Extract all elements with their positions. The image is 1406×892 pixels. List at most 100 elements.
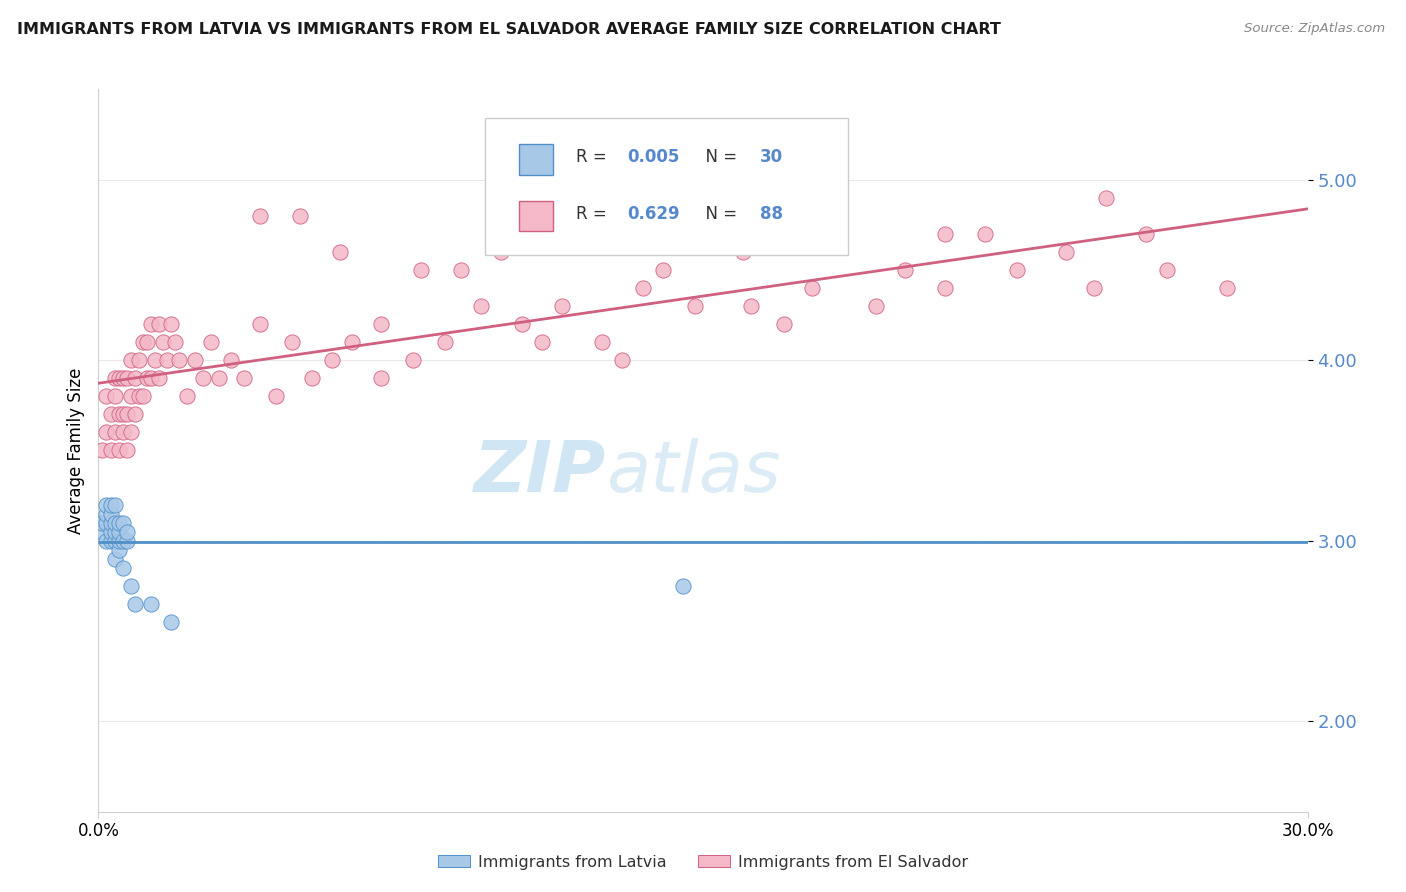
Point [139, 597, 162, 611]
Point [132, 334, 155, 349]
Bar [519, 201, 553, 231]
Point [103, 425, 125, 440]
Point [281, 334, 304, 349]
Point [124, 407, 146, 421]
Point [152, 334, 174, 349]
Point [100, 498, 122, 512]
Point [1083, 281, 1105, 295]
Point [1156, 262, 1178, 277]
Point [107, 542, 129, 557]
Point [107, 407, 129, 421]
Point [96, 498, 118, 512]
Point [733, 244, 755, 259]
Point [135, 371, 157, 385]
Point [107, 516, 129, 530]
Point [96, 507, 118, 521]
Point [208, 371, 231, 385]
Text: 0.629: 0.629 [627, 205, 679, 223]
Point [329, 244, 352, 259]
Point [111, 516, 134, 530]
Point [91, 516, 114, 530]
Point [103, 551, 125, 566]
Point [96, 516, 118, 530]
Point [103, 389, 125, 403]
Point [591, 334, 613, 349]
Point [249, 317, 271, 331]
Point [530, 334, 553, 349]
Point [96, 533, 118, 548]
Text: IMMIGRANTS FROM LATVIA VS IMMIGRANTS FROM EL SALVADOR AVERAGE FAMILY SIZE CORREL: IMMIGRANTS FROM LATVIA VS IMMIGRANTS FRO… [17, 22, 1001, 37]
Point [103, 533, 125, 548]
Text: N =: N = [695, 205, 742, 223]
Point [103, 371, 125, 385]
Text: 0.005: 0.005 [627, 148, 679, 167]
Text: 88: 88 [759, 205, 783, 223]
Point [160, 317, 183, 331]
Point [470, 299, 492, 313]
Point [120, 425, 142, 440]
Point [115, 371, 138, 385]
Point [160, 615, 183, 629]
Point [91, 524, 114, 539]
Point [1007, 262, 1029, 277]
Point [200, 334, 222, 349]
Text: 30: 30 [759, 148, 783, 167]
Point [132, 389, 155, 403]
Point [143, 353, 166, 368]
Point [120, 389, 142, 403]
Point [103, 524, 125, 539]
Point [631, 281, 654, 295]
Point [100, 516, 122, 530]
Point [91, 443, 114, 458]
Point [103, 498, 125, 512]
Point [865, 299, 887, 313]
Point [148, 371, 170, 385]
Point [111, 561, 134, 575]
Point [120, 579, 142, 593]
Point [1095, 190, 1118, 204]
Text: R =: R = [576, 205, 612, 223]
Point [111, 371, 134, 385]
Point [139, 371, 162, 385]
FancyBboxPatch shape [485, 118, 848, 255]
Point [893, 262, 915, 277]
Point [148, 317, 170, 331]
Y-axis label: Average Family Size: Average Family Size [66, 368, 84, 533]
Point [107, 371, 129, 385]
Point [100, 443, 122, 458]
Point [740, 299, 762, 313]
Point [813, 227, 835, 241]
Point [683, 299, 706, 313]
Legend: Immigrants from Latvia, Immigrants from El Salvador: Immigrants from Latvia, Immigrants from … [432, 848, 974, 876]
Point [124, 371, 146, 385]
Point [221, 353, 243, 368]
Point [370, 371, 392, 385]
Point [510, 317, 533, 331]
Point [1216, 281, 1239, 295]
Text: atlas: atlas [606, 438, 780, 507]
Point [115, 533, 138, 548]
Point [934, 281, 956, 295]
Point [232, 371, 254, 385]
Point [800, 281, 823, 295]
Point [249, 209, 271, 223]
Point [772, 317, 794, 331]
Point [139, 317, 162, 331]
Point [370, 317, 392, 331]
Point [103, 516, 125, 530]
Point [974, 227, 997, 241]
Point [96, 389, 118, 403]
Point [100, 533, 122, 548]
Point [100, 507, 122, 521]
Point [301, 371, 323, 385]
Point [288, 209, 311, 223]
Point [434, 334, 457, 349]
Text: Source: ZipAtlas.com: Source: ZipAtlas.com [1244, 22, 1385, 36]
Point [402, 353, 425, 368]
Point [107, 443, 129, 458]
Point [176, 389, 198, 403]
Point [163, 334, 186, 349]
Point [193, 371, 215, 385]
Point [135, 334, 157, 349]
Bar [519, 145, 553, 175]
